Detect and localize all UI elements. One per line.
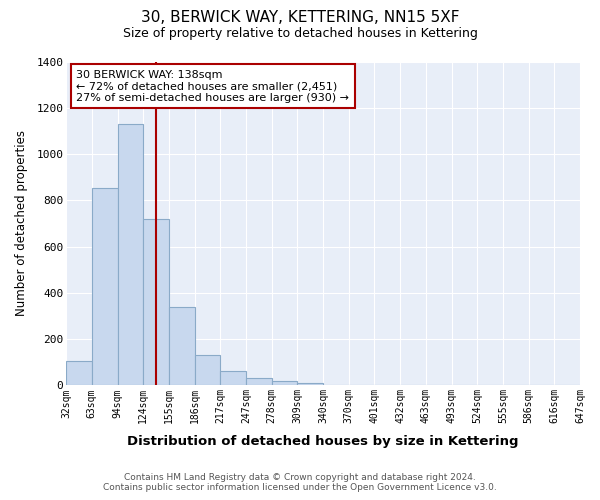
- Bar: [246, 378, 272, 386]
- Bar: [298, 383, 323, 386]
- Bar: [169, 306, 194, 386]
- Text: 30, BERWICK WAY, KETTERING, NN15 5XF: 30, BERWICK WAY, KETTERING, NN15 5XF: [141, 10, 459, 25]
- Text: Contains HM Land Registry data © Crown copyright and database right 2024.
Contai: Contains HM Land Registry data © Crown c…: [103, 473, 497, 492]
- Bar: [118, 124, 143, 386]
- Bar: [272, 380, 298, 386]
- Bar: [143, 219, 169, 386]
- Bar: [92, 188, 118, 386]
- Y-axis label: Number of detached properties: Number of detached properties: [15, 130, 28, 316]
- Bar: [194, 356, 220, 386]
- Bar: [220, 372, 246, 386]
- Text: Size of property relative to detached houses in Kettering: Size of property relative to detached ho…: [122, 28, 478, 40]
- Text: 30 BERWICK WAY: 138sqm
← 72% of detached houses are smaller (2,451)
27% of semi-: 30 BERWICK WAY: 138sqm ← 72% of detached…: [76, 70, 349, 103]
- X-axis label: Distribution of detached houses by size in Kettering: Distribution of detached houses by size …: [127, 434, 519, 448]
- Bar: [66, 361, 92, 386]
